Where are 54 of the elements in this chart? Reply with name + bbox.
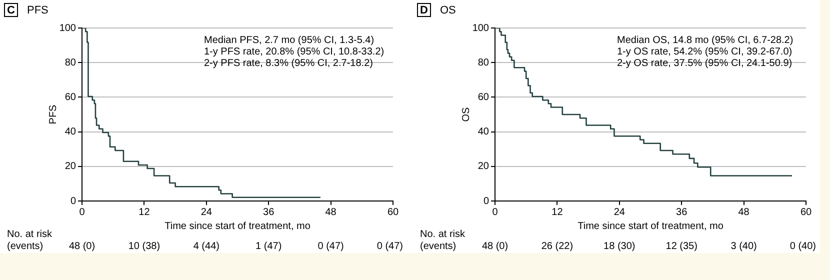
text: 48 (0): [68, 240, 96, 252]
chart-title: OS: [440, 4, 456, 17]
x-axis-title: Time since start of treatment, mo: [578, 220, 724, 232]
x-tick-label: 12: [552, 206, 564, 218]
x-tick-label: 0: [492, 206, 498, 218]
x-tick-label: 24: [200, 206, 212, 218]
x-tick-label: 48: [738, 206, 750, 218]
annotation: Median PFS, 2.7 mo (95% CI, 1.3-5.4): [204, 34, 374, 46]
text: No. at risk: [420, 228, 466, 240]
y-tick-label: 20: [64, 161, 76, 172]
text: 1 (47): [256, 240, 282, 252]
annotation: Median OS, 14.8 mo (95% CI, 6.7-28.2): [617, 34, 794, 46]
y-tick-label: 100: [472, 22, 490, 34]
text: 12 (35): [666, 240, 698, 252]
y-tick-label: 0: [70, 196, 76, 207]
y-tick-label: 60: [64, 92, 76, 103]
text: C: [7, 4, 16, 17]
y-tick-label: 80: [478, 57, 490, 68]
text: 26 (22): [541, 240, 574, 252]
x-tick-label: 60: [800, 206, 812, 218]
x-tick-label: 24: [614, 206, 626, 218]
x-tick-label: 48: [325, 206, 337, 218]
y-tick-label: 0: [483, 196, 490, 207]
x-axis-title: Time since start of treatment, mo: [164, 220, 311, 232]
text: 48 (0): [482, 240, 508, 252]
y-axis-title: PFS: [48, 104, 59, 124]
x-tick-label: 36: [263, 206, 275, 218]
x-tick-label: 36: [676, 206, 688, 218]
y-tick-label: 80: [64, 57, 76, 68]
text: 10 (38): [128, 240, 160, 252]
x-tick-label: 60: [387, 206, 399, 218]
y-tick-label: 20: [478, 161, 490, 172]
x-tick-label: 0: [79, 206, 86, 218]
text: 0 (47): [318, 240, 344, 252]
text: (events): [420, 240, 456, 252]
text: 4 (44): [193, 240, 220, 252]
text: 0 (47): [376, 240, 403, 252]
y-tick-label: 40: [478, 126, 490, 138]
text: 18 (30): [604, 240, 636, 252]
y-tick-label: 60: [478, 92, 490, 103]
text: (events): [7, 240, 44, 252]
chart-title: PFS: [27, 4, 48, 17]
x-tick-label: 12: [138, 206, 150, 218]
y-axis-title: OS: [460, 106, 472, 122]
text: 0 (40): [790, 240, 816, 252]
text: 3 (40): [730, 240, 757, 252]
text: D: [420, 4, 428, 17]
annotation: 2-y OS rate, 37.5% (95% CI, 24.1-50.9): [617, 58, 792, 69]
annotation: 2-y PFS rate, 8.3% (95% CI, 2.7-18.2): [204, 58, 373, 69]
annotation: 1-y OS rate, 54.2% (95% CI, 39.2-67.0): [617, 46, 792, 58]
text: No. at risk: [7, 228, 54, 240]
annotation: 1-y PFS rate, 20.8% (95% CI, 10.8-33.2): [204, 46, 384, 58]
y-tick-label: 100: [59, 22, 76, 34]
y-tick-label: 40: [64, 126, 76, 138]
